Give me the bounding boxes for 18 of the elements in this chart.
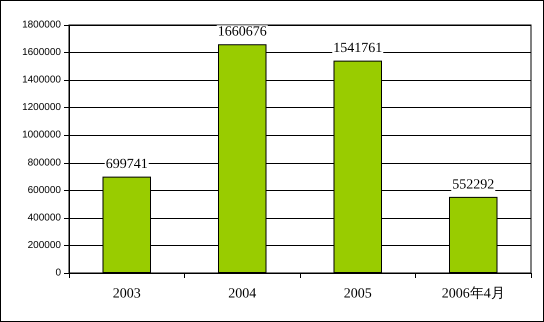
x-tick-label: 2003	[112, 286, 141, 302]
data-label: 1660676	[218, 24, 267, 40]
data-label: 699741	[106, 157, 148, 172]
y-tick-label: 1600000	[22, 47, 62, 58]
x-tick-label: 2006年4月	[442, 286, 505, 302]
y-tick-label: 1400000	[22, 74, 62, 86]
data-label: 552292	[452, 177, 494, 192]
y-tick-label: 400000	[28, 212, 62, 224]
y-tick-label: 200000	[28, 240, 62, 251]
y-tick-label: 0	[55, 268, 62, 278]
y-tick-label: 1200000	[22, 102, 62, 114]
x-tick-label: 2004	[228, 286, 256, 302]
y-tick-label: 1000000	[22, 130, 62, 141]
y-tick-label: 800000	[28, 157, 62, 168]
y-tick-label: 600000	[28, 184, 62, 196]
y-tick-label: 1800000	[22, 20, 62, 30]
x-tick-label: 2005	[344, 286, 372, 302]
data-label: 1541761	[333, 41, 382, 56]
